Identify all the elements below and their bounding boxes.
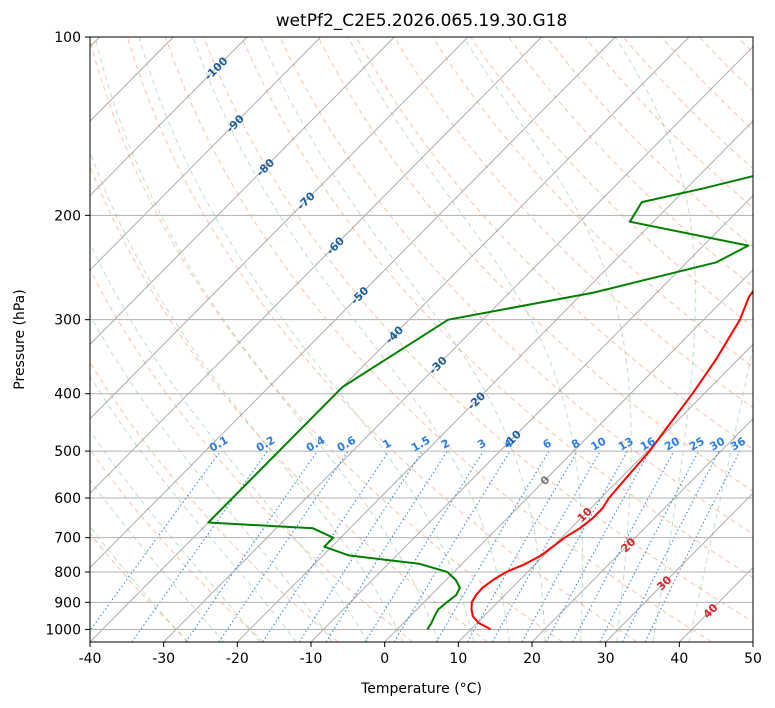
- x-axis-label: Temperature (°C): [360, 681, 482, 697]
- dry-adiabat: [165, 37, 712, 642]
- y-tick-label: 500: [54, 444, 81, 460]
- mixing-ratio-label: 1: [380, 437, 393, 452]
- dry-adiabat: [546, 37, 753, 248]
- y-tick-label: 900: [54, 595, 81, 611]
- moist-adiabat: [688, 344, 753, 642]
- x-tick-label: 40: [670, 651, 688, 667]
- mixing-ratio-line: [621, 450, 720, 642]
- x-tick-label: -40: [79, 651, 102, 667]
- y-tick-label: 300: [54, 313, 81, 329]
- x-tick-label: 50: [744, 651, 762, 667]
- x-axis-ticks: -40 -30 -20 -10 0 10 20 30 40 50: [79, 642, 762, 667]
- y-tick-label: 400: [54, 387, 81, 403]
- x-tick-label: -20: [226, 651, 249, 667]
- dry-adiabat: [737, 37, 753, 54]
- dry-adiabat: [622, 37, 753, 170]
- y-tick-label: 200: [54, 208, 81, 224]
- dry-adiabat: [355, 37, 753, 450]
- isotherm: [90, 37, 616, 569]
- dry-adiabat: [90, 38, 563, 642]
- moist-adiabat: [347, 37, 584, 642]
- moist-adiabat: [614, 37, 696, 642]
- mixing-ratio-line: [521, 450, 629, 642]
- mixing-ratio-line: [90, 450, 221, 632]
- isotherm: [90, 37, 542, 494]
- mixing-ratio-line: [599, 450, 700, 642]
- x-tick-label: -10: [300, 651, 323, 667]
- isotherm: [310, 194, 753, 642]
- moist-adiabat: [90, 241, 369, 642]
- mixing-ratio-line: [364, 450, 484, 642]
- mixing-ratio-line: [218, 450, 349, 642]
- mixing-ratio-line: [435, 450, 550, 642]
- y-tick-label: 100: [54, 30, 81, 46]
- isotherm: [752, 641, 753, 642]
- isotherm: [90, 37, 248, 197]
- y-tick-label: 1000: [45, 622, 81, 638]
- mixing-ratio-line: [393, 450, 511, 642]
- mixing-ratio-line: [298, 450, 423, 642]
- mixing-ratio-label: 3: [475, 437, 488, 452]
- isotherm: [384, 269, 753, 642]
- moist-adiabat: [260, 37, 546, 642]
- isotherm: [90, 37, 395, 346]
- mixing-ratio-line: [545, 450, 651, 642]
- dry-adiabat: [317, 37, 753, 493]
- dry-adiabat: [90, 268, 414, 642]
- isotherm: [457, 343, 753, 642]
- moist-adiabat: [90, 375, 297, 642]
- dry-adiabat: [698, 37, 753, 92]
- x-tick-label: -30: [152, 651, 175, 667]
- mixing-ratio-label: 2: [439, 437, 452, 452]
- contour-labels: -100-90-80-70-60-50-40-30-20-10010203040…: [202, 54, 748, 621]
- isotherm: [605, 492, 753, 642]
- dry-adiabat: [431, 37, 753, 368]
- dry-adiabat: [279, 37, 753, 535]
- y-tick-label: 600: [54, 491, 81, 507]
- background-lines: [90, 37, 753, 642]
- mixing-ratio-label: 6: [541, 436, 554, 451]
- moist-adiabat: [90, 525, 188, 642]
- isotherm: [90, 37, 321, 271]
- x-tick-label: 30: [597, 651, 615, 667]
- plot-frame: [89, 36, 754, 643]
- isotherm: [90, 37, 690, 642]
- moist-adiabat: [138, 37, 475, 642]
- isotherm: [236, 120, 753, 642]
- isotherm: [90, 37, 469, 420]
- y-axis-label: Pressure (hPa): [12, 289, 28, 389]
- mixing-ratio-line: [572, 450, 675, 642]
- moist-adiabat: [90, 314, 333, 642]
- x-tick-label: 0: [380, 651, 389, 667]
- sounding-profile-line: [470, 289, 753, 631]
- isotherm: [531, 418, 753, 642]
- mixing-ratio-line: [325, 450, 448, 642]
- moist-adiabat: [94, 37, 439, 642]
- moist-adiabat: [90, 429, 261, 642]
- dry-adiabat: [660, 37, 753, 131]
- x-tick-label: 10: [449, 651, 467, 667]
- moist-adiabat: [90, 150, 404, 642]
- mixing-ratio-line: [185, 450, 318, 642]
- mixing-ratio-line: [262, 450, 390, 642]
- x-tick-label: 20: [523, 651, 541, 667]
- dry-adiabat: [90, 532, 190, 642]
- mixing-ratio-line: [491, 450, 601, 642]
- sounding-profile-line: [207, 175, 753, 630]
- dry-adiabat: [470, 37, 753, 328]
- chart-title: wetPf2_C2E5.2026.065.19.30.G18: [276, 11, 568, 31]
- y-tick-label: 800: [54, 565, 81, 581]
- series-layer: [207, 175, 753, 631]
- isotherm: [163, 46, 753, 642]
- mixing-ratio-line: [644, 450, 741, 642]
- y-axis-ticks: 100 200 300 400 500 600 700 800 900 1000: [45, 30, 90, 638]
- isotherm-label: -100: [202, 54, 231, 83]
- dry-adiabat: [90, 361, 339, 642]
- dry-adiabat: [90, 164, 488, 642]
- pressure-grid: [90, 37, 753, 630]
- y-tick-label: 700: [54, 531, 81, 547]
- dry-adiabat: [126, 37, 638, 642]
- moist-adiabat: [90, 479, 225, 642]
